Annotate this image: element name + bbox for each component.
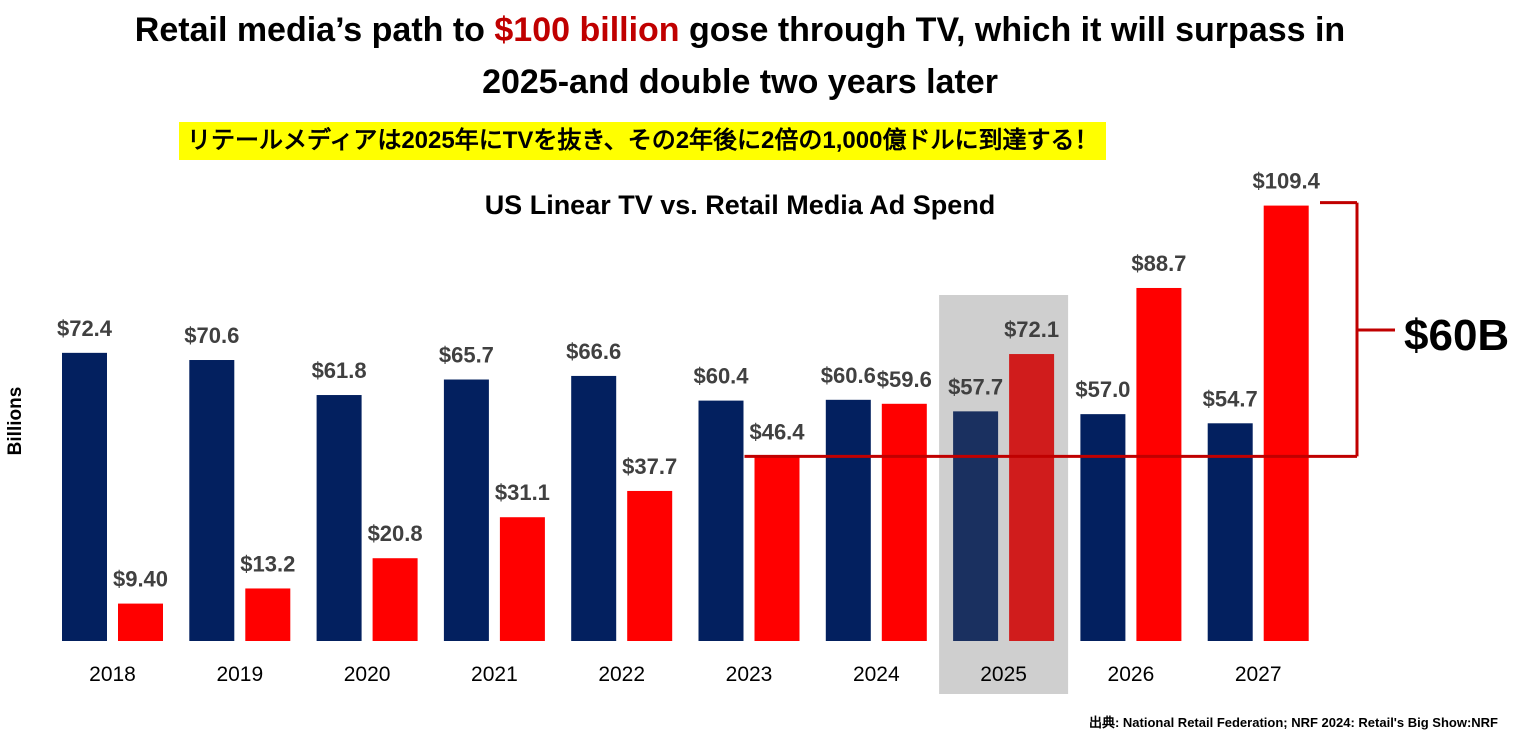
bar-tv-2018 — [62, 352, 107, 641]
bar-tv-2024 — [825, 399, 871, 641]
data-label-retail-2024: $59.6 — [877, 367, 932, 392]
headline-post: gose through TV, which it will surpass i… — [679, 11, 1346, 49]
bar-tv-2023 — [698, 400, 744, 641]
x-tick-2026: 2026 — [1108, 663, 1155, 686]
data-label-tv-2025: $57.7 — [948, 374, 1003, 399]
data-label-tv-2021: $65.7 — [439, 343, 494, 368]
bar-tv-2022 — [571, 375, 617, 641]
bracket-label: $60B — [1404, 311, 1509, 360]
data-label-retail-2020: $20.8 — [368, 521, 423, 546]
bar-retail-2024 — [881, 403, 927, 641]
bar-retail-2025 — [1009, 354, 1055, 641]
data-label-tv-2027: $54.7 — [1203, 386, 1258, 411]
data-label-tv-2022: $66.6 — [566, 339, 621, 364]
bar-retail-2026 — [1136, 287, 1182, 641]
data-label-retail-2018: $9.40 — [113, 567, 168, 592]
data-label-tv-2019: $70.6 — [184, 323, 239, 348]
data-label-retail-2027: $109.4 — [1253, 169, 1321, 194]
chart-title: US Linear TV vs. Retail Media Ad Spend — [485, 190, 996, 220]
x-tick-2020: 2020 — [344, 663, 391, 686]
bar-tv-2025 — [953, 411, 999, 641]
x-tick-2027: 2027 — [1235, 663, 1282, 686]
data-label-retail-2025: $72.1 — [1004, 317, 1059, 342]
source-note: 出典: National Retail Federation; NRF 2024… — [1088, 715, 1498, 730]
data-label-retail-2026: $88.7 — [1131, 251, 1186, 276]
data-label-tv-2026: $57.0 — [1075, 377, 1130, 402]
bar-tv-2026 — [1080, 414, 1126, 641]
data-label-tv-2020: $61.8 — [312, 358, 367, 383]
bar-retail-2027 — [1263, 205, 1309, 641]
x-tick-2025: 2025 — [980, 663, 1027, 686]
headline-line2: 2025-and double two years later — [482, 63, 998, 101]
x-tick-2019: 2019 — [216, 663, 263, 686]
headline-pre: Retail media’s path to — [134, 11, 495, 49]
bar-tv-2019 — [189, 360, 235, 641]
data-label-tv-2018: $72.4 — [57, 316, 113, 341]
bar-tv-2021 — [443, 379, 489, 641]
japanese-subtitle: リテールメディアは2025年にTVを抜き、その2年後に2倍の1,000億ドルに到… — [179, 122, 1107, 160]
bar-retail-2019 — [245, 588, 291, 641]
bar-tv-2020 — [316, 395, 362, 641]
headline-accent: $100 billion — [494, 11, 680, 49]
y-axis-label: Billions — [5, 387, 26, 456]
x-tick-2018: 2018 — [89, 663, 136, 686]
data-label-retail-2019: $13.2 — [240, 551, 295, 576]
x-tick-2023: 2023 — [726, 663, 773, 686]
data-label-retail-2023: $46.4 — [749, 419, 805, 444]
data-label-retail-2021: $31.1 — [495, 480, 550, 505]
bar-retail-2022 — [627, 490, 673, 641]
bar-tv-2027 — [1207, 423, 1253, 641]
data-label-retail-2022: $37.7 — [622, 454, 677, 479]
bar-retail-2023 — [754, 456, 800, 641]
data-label-tv-2023: $60.4 — [693, 364, 749, 389]
bar-retail-2021 — [499, 517, 545, 641]
x-tick-2021: 2021 — [471, 663, 518, 686]
bar-retail-2020 — [372, 558, 418, 641]
data-label-tv-2024: $60.6 — [821, 363, 876, 388]
bar-retail-2018 — [118, 603, 163, 641]
headline-line1: Retail media’s path to $100 billion gose… — [60, 4, 1420, 56]
headline: Retail media’s path to $100 billion gose… — [60, 4, 1420, 108]
x-tick-2024: 2024 — [853, 663, 900, 686]
x-tick-2022: 2022 — [598, 663, 645, 686]
